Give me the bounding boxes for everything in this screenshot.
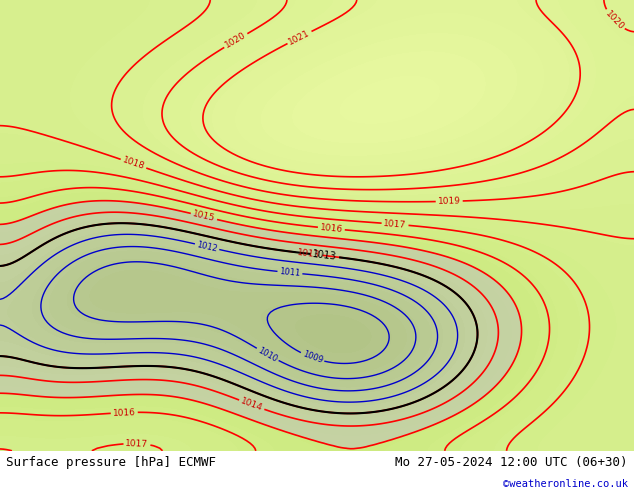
Text: Surface pressure [hPa] ECMWF: Surface pressure [hPa] ECMWF xyxy=(6,456,216,469)
Text: 1012: 1012 xyxy=(196,240,218,253)
Text: 1016: 1016 xyxy=(320,223,343,234)
Text: 1018: 1018 xyxy=(121,156,146,171)
Text: 1021: 1021 xyxy=(287,28,312,47)
Text: 1010: 1010 xyxy=(256,345,279,364)
Text: 1013: 1013 xyxy=(297,248,321,260)
Text: 1019: 1019 xyxy=(437,196,461,206)
Text: Mo 27-05-2024 12:00 UTC (06+30): Mo 27-05-2024 12:00 UTC (06+30) xyxy=(395,456,628,469)
Text: 1020: 1020 xyxy=(604,9,626,31)
Text: 1020: 1020 xyxy=(224,31,248,50)
Text: 1015: 1015 xyxy=(191,209,216,223)
Text: 1013: 1013 xyxy=(312,249,338,262)
Text: ©weatheronline.co.uk: ©weatheronline.co.uk xyxy=(503,479,628,489)
Text: 1009: 1009 xyxy=(301,350,324,366)
Text: 1016: 1016 xyxy=(113,408,136,417)
Text: 1014: 1014 xyxy=(240,396,264,413)
Text: 1017: 1017 xyxy=(383,219,407,230)
Text: 1011: 1011 xyxy=(279,267,301,278)
Text: 1017: 1017 xyxy=(126,439,149,448)
